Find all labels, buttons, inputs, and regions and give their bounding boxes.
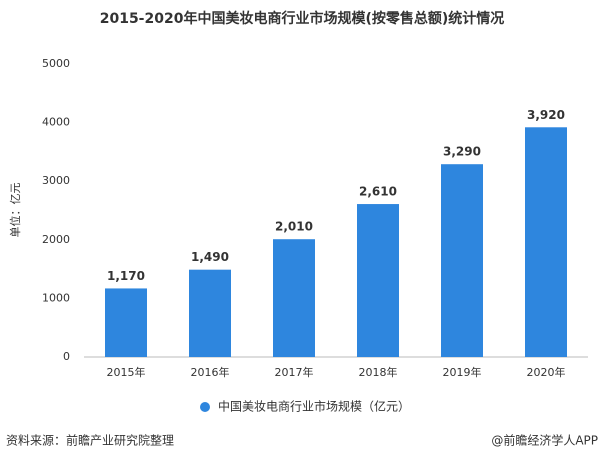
y-axis-label: 单位：亿元 [8, 183, 22, 238]
value-label: 2,610 [359, 185, 397, 199]
credit: @前瞻经济学人APP [491, 433, 598, 448]
y-tick-label: 1000 [42, 291, 70, 304]
y-tick-label: 5000 [42, 57, 70, 70]
value-label: 1,170 [107, 269, 145, 283]
bar [357, 204, 399, 357]
x-tick-label: 2017年 [275, 365, 314, 379]
y-tick-label: 2000 [42, 233, 70, 246]
y-tick-label: 3000 [42, 174, 70, 187]
value-label: 1,490 [191, 250, 229, 264]
bar [441, 164, 483, 357]
bar [273, 239, 315, 357]
value-label: 2,010 [275, 220, 313, 234]
x-tick-label: 2019年 [443, 365, 482, 379]
x-tick-label: 2016年 [191, 365, 230, 379]
bar [525, 127, 567, 358]
source: 资料来源：前瞻产业研究院整理 [6, 433, 174, 448]
bar [189, 269, 231, 357]
x-tick-label: 2020年 [527, 365, 566, 379]
y-tick-label: 4000 [42, 116, 70, 129]
legend-marker [200, 402, 210, 412]
value-label: 3,290 [443, 145, 481, 159]
y-tick-label: 0 [63, 350, 70, 363]
x-tick-label: 2015年 [107, 365, 146, 379]
legend-label: 中国美妆电商行业市场规模（亿元） [218, 399, 410, 414]
value-label: 3,920 [527, 108, 565, 122]
bar [105, 288, 147, 357]
chart-title: 2015-2020年中国美妆电商行业市场规模(按零售总额)统计情况 [100, 10, 505, 27]
x-tick-label: 2018年 [359, 365, 398, 379]
